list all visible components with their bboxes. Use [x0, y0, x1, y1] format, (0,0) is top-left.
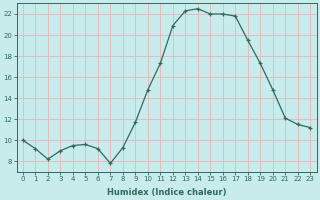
- X-axis label: Humidex (Indice chaleur): Humidex (Indice chaleur): [107, 188, 226, 197]
